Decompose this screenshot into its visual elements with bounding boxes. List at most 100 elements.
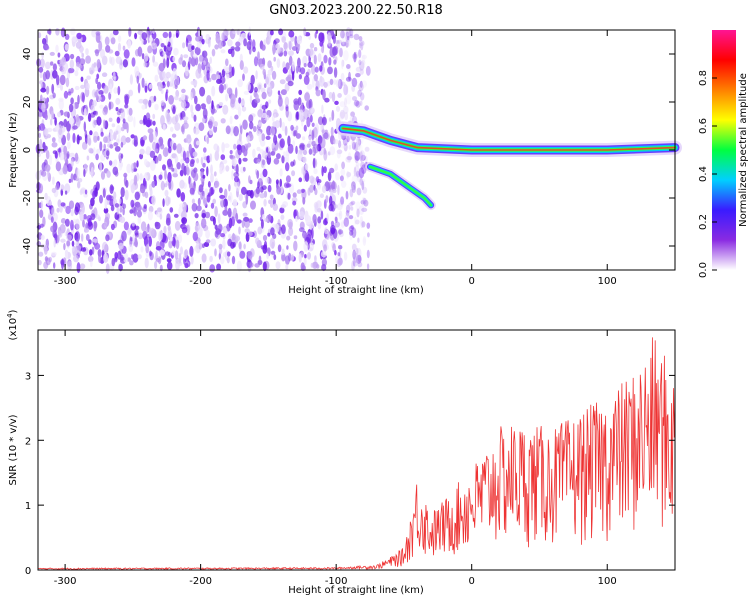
snr-y-tick-label: 2	[25, 436, 31, 447]
noise-speck	[302, 156, 307, 164]
noise-speck	[44, 61, 51, 70]
noise-speck	[113, 87, 118, 94]
noise-speck	[167, 162, 174, 170]
noise-speck	[273, 113, 277, 119]
noise-speck	[298, 227, 305, 233]
noise-speck	[355, 100, 361, 108]
noise-speck	[345, 190, 349, 200]
noise-speck	[62, 165, 68, 175]
noise-speck	[51, 251, 57, 256]
noise-speck	[152, 28, 155, 34]
noise-speck	[237, 106, 242, 117]
noise-speck	[104, 221, 108, 229]
noise-speck	[89, 249, 93, 256]
noise-speck	[332, 243, 336, 253]
noise-speck	[309, 184, 314, 193]
noise-speck	[236, 260, 242, 272]
noise-speck	[173, 47, 179, 56]
noise-speck	[205, 62, 211, 72]
noise-speck	[193, 114, 197, 123]
noise-speck	[162, 164, 166, 171]
noise-speck	[127, 115, 134, 123]
noise-speck	[359, 100, 363, 106]
noise-speck	[349, 230, 354, 236]
noise-speck	[207, 39, 211, 48]
noise-speck	[279, 138, 285, 149]
noise-speck	[339, 231, 344, 238]
noise-speck	[305, 215, 312, 225]
noise-speck	[156, 207, 162, 213]
noise-speck	[358, 167, 364, 172]
noise-speck	[249, 121, 254, 130]
noise-speck	[361, 221, 366, 228]
noise-speck	[133, 174, 138, 186]
noise-speck	[193, 127, 200, 135]
noise-speck	[204, 199, 207, 205]
noise-speck	[315, 29, 319, 34]
noise-speck	[214, 224, 218, 230]
noise-speck	[60, 84, 63, 91]
noise-speck	[243, 66, 249, 74]
noise-speck	[159, 229, 163, 241]
noise-speck	[351, 227, 357, 239]
noise-speck	[212, 198, 216, 205]
noise-speck	[246, 82, 251, 92]
noise-speck	[265, 76, 270, 85]
noise-speck	[235, 181, 240, 192]
noise-speck	[213, 171, 217, 177]
noise-speck	[275, 261, 281, 270]
noise-speck	[343, 251, 348, 261]
noise-speck	[149, 37, 153, 42]
noise-speck	[172, 33, 175, 38]
noise-speck	[192, 151, 198, 158]
noise-speck	[160, 180, 165, 191]
snr-frame	[37, 329, 676, 571]
noise-speck	[225, 93, 229, 102]
noise-speck	[73, 254, 79, 263]
noise-speck	[200, 192, 204, 200]
noise-speck	[210, 238, 217, 247]
noise-speck	[220, 154, 226, 161]
noise-speck	[287, 40, 293, 50]
noise-speck	[129, 74, 133, 85]
noise-speck	[249, 262, 254, 268]
noise-speck	[139, 119, 144, 125]
noise-speck	[327, 171, 332, 182]
noise-speck	[172, 77, 176, 89]
noise-speck	[143, 53, 149, 62]
noise-speck	[359, 177, 363, 186]
noise-speck	[55, 28, 60, 36]
noise-speck	[268, 177, 272, 185]
noise-speck	[273, 223, 280, 233]
colorbar-gradient	[712, 30, 736, 270]
noise-speck	[249, 179, 253, 185]
colorbar-ticks: 0.0 0.2 0.4 0.6 0.8	[698, 70, 717, 278]
noise-speck	[358, 138, 362, 146]
noise-speck	[119, 256, 125, 261]
noise-speck	[270, 227, 275, 236]
noise-speck	[194, 56, 199, 66]
noise-speck	[39, 209, 44, 218]
noise-speck	[184, 157, 190, 164]
noise-speck	[311, 228, 314, 239]
noise-speck	[320, 210, 324, 220]
noise-speck	[194, 95, 198, 105]
noise-speck	[366, 249, 370, 259]
noise-speck	[115, 130, 119, 135]
noise-speck	[80, 247, 87, 252]
noise-speck	[204, 211, 211, 219]
noise-speck	[100, 131, 104, 137]
signal-track-band	[342, 127, 676, 151]
noise-speck	[325, 195, 329, 203]
noise-speck	[243, 216, 250, 222]
noise-speck	[163, 45, 167, 52]
noise-speck	[164, 189, 169, 197]
noise-speck	[239, 132, 242, 142]
noise-speck	[164, 169, 167, 180]
snr-x-tick-label: 0	[469, 576, 475, 587]
noise-speck	[84, 189, 88, 195]
noise-speck	[195, 68, 202, 79]
noise-speck	[57, 52, 61, 58]
noise-speck	[276, 58, 281, 69]
